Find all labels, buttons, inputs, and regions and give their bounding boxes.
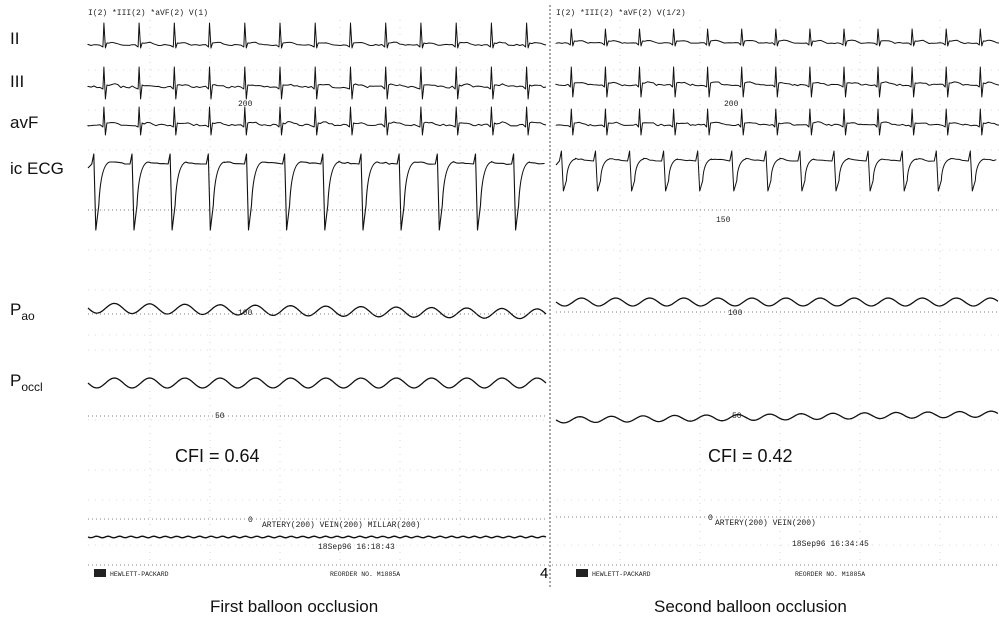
panel1-scale-50: 50 xyxy=(215,412,225,421)
panel2-cfi: CFI = 0.42 xyxy=(708,446,793,466)
panel1-scale-100: 100 xyxy=(238,309,253,318)
lead-label-pao-sub: ao xyxy=(21,309,35,323)
panel-second-occlusion: I(2) *III(2) *aVF(2) V(1/2) 200 150 100 … xyxy=(555,9,999,578)
panel2-pao-trace xyxy=(555,297,999,307)
panel2-traces xyxy=(555,28,999,518)
panel2-lead-ii-trace xyxy=(555,28,999,47)
panel1-lead-ii-trace xyxy=(87,22,547,49)
panel2-channel-header: I(2) *III(2) *aVF(2) V(1/2) xyxy=(556,9,686,18)
lead-label-ic-ecg: ic ECG xyxy=(10,159,64,178)
panel2-scale-150: 150 xyxy=(716,216,731,225)
panel1-scale-0: 0 xyxy=(248,516,253,525)
panel2-scale-100: 100 xyxy=(728,309,743,318)
panel1-lead-avf-trace xyxy=(87,106,547,136)
panel2-scale-200: 200 xyxy=(724,100,739,109)
panel1-reorder: REORDER NO. M1885A xyxy=(330,571,400,578)
lead-labels: II III avF ic ECG Pao Poccl xyxy=(10,29,64,394)
panel1-recorder-label: ARTERY(200) VEIN(200) MILLAR(200) xyxy=(262,521,420,530)
panel1-poccl-trace xyxy=(87,377,547,389)
panel2-recorder-label: ARTERY(200) VEIN(200) xyxy=(715,519,816,528)
panel2-scale-0: 0 xyxy=(708,514,713,523)
lead-label-poccl-main: P xyxy=(10,371,21,390)
lead-label-avf: avF xyxy=(10,113,38,132)
panel1-scale-200: 200 xyxy=(238,100,253,109)
panel1-footer: HEWLETT-PACKARD REORDER NO. M1885A 4 xyxy=(94,565,548,582)
panel2-lead-avf-trace xyxy=(555,108,999,136)
panel1-hp-logo-icon xyxy=(94,569,106,577)
panel2-reorder: REORDER NO. M1885A xyxy=(795,571,865,578)
panel1-ic-ecg-trace xyxy=(87,153,545,231)
panel1-page-number: 4 xyxy=(540,565,548,582)
panel2-brand: HEWLETT-PACKARD xyxy=(592,571,651,578)
panel2-ic-ecg-trace xyxy=(555,150,997,192)
panel1-pao-trace xyxy=(87,302,547,320)
panel1-traces xyxy=(87,22,547,539)
panel2-footer: HEWLETT-PACKARD REORDER NO. M1885A xyxy=(576,569,865,578)
panel1-channel-header: I(2) *III(2) *aVF(2) V(1) xyxy=(88,9,208,18)
lead-label-iii: III xyxy=(10,72,24,91)
lead-label-pao-main: P xyxy=(10,300,21,319)
panel2-scale-50: 50 xyxy=(732,412,742,421)
lead-label-poccl: Poccl xyxy=(10,371,43,394)
panel2-hp-logo-icon xyxy=(576,569,588,577)
panel2-timestamp: 18Sep96 16:34:45 xyxy=(792,540,869,549)
caption-first: First balloon occlusion xyxy=(210,597,378,616)
panel1-timestamp: 18Sep96 16:18:43 xyxy=(318,543,395,552)
lead-label-poccl-sub: occl xyxy=(21,380,42,394)
lead-label-ii: II xyxy=(10,29,19,48)
background-grid xyxy=(88,20,999,560)
panel1-bottom-trace xyxy=(87,535,547,539)
panel1-lead-iii-trace xyxy=(87,66,547,100)
panel2-poccl-trace xyxy=(555,410,999,424)
panel-first-occlusion: I(2) *III(2) *aVF(2) V(1) 200 100 50 0 C… xyxy=(87,9,548,582)
panel2-lead-iii-trace xyxy=(555,66,999,98)
lead-label-pao: Pao xyxy=(10,300,35,323)
panel1-cfi: CFI = 0.64 xyxy=(175,446,260,466)
panel1-brand: HEWLETT-PACKARD xyxy=(110,571,169,578)
caption-second: Second balloon occlusion xyxy=(654,597,847,616)
